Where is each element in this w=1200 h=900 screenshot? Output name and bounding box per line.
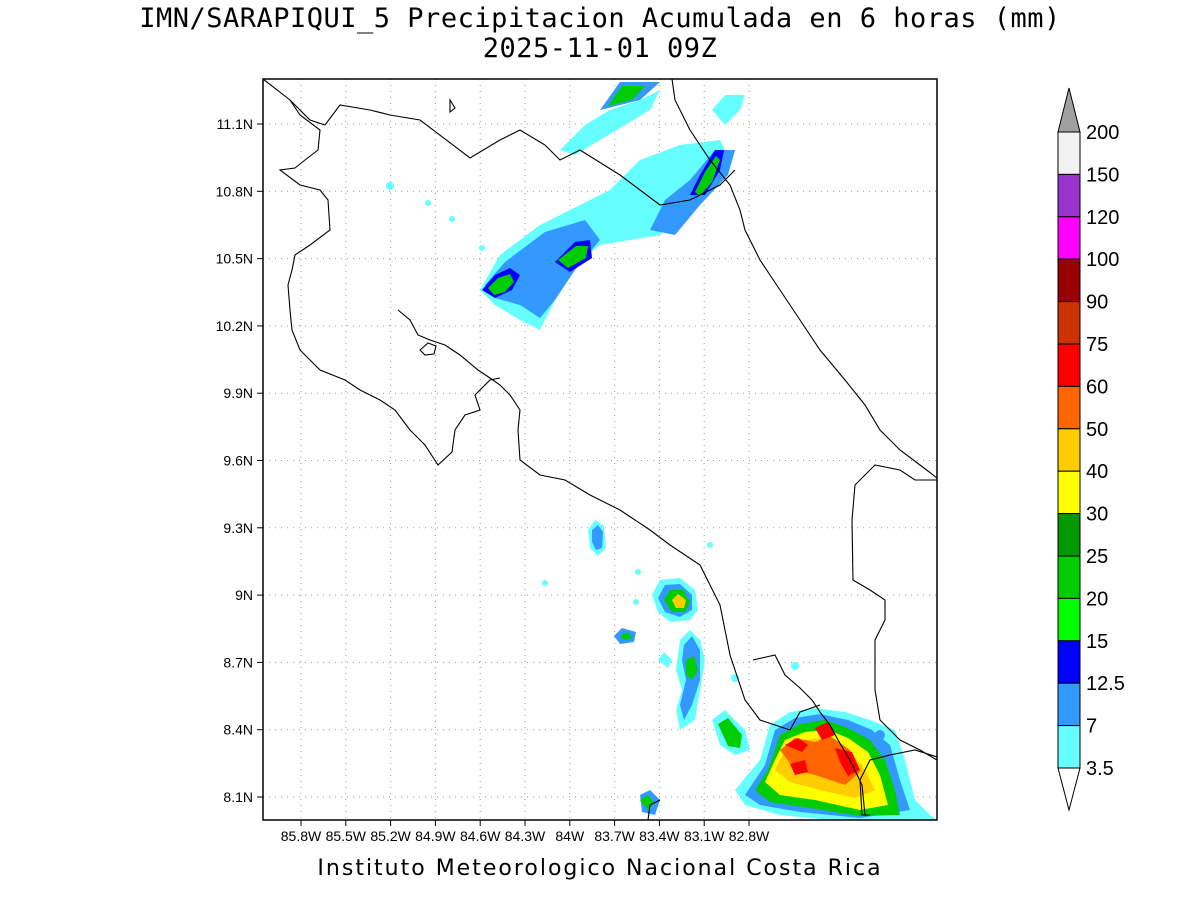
precip-cluster-south <box>542 520 937 820</box>
pacific-coast-north <box>278 99 501 466</box>
map-datetime: 2025-11-01 09Z <box>482 33 718 64</box>
colorbar-label: 50 <box>1086 419 1108 441</box>
nicaragua-border <box>263 79 736 206</box>
lon-tick-label: 83.1W <box>684 828 725 844</box>
lon-tick-label: 85.8W <box>281 828 322 844</box>
colorbar-swatch <box>1057 640 1081 684</box>
colorbar-label: 20 <box>1086 588 1108 610</box>
lat-tick-label: 9N <box>235 587 253 603</box>
colorbar-swatch <box>1057 682 1081 727</box>
lon-tick-label: 82.8W <box>729 828 770 844</box>
colorbar-swatch <box>1057 513 1081 557</box>
map-frame <box>262 78 938 821</box>
lon-tick-label: 84W <box>555 828 585 844</box>
colorbar-label: 60 <box>1086 376 1108 398</box>
lat-tick-label: 10.5N <box>216 251 253 267</box>
longitude-axis: 85.8W 85.5W 85.2W 84.9W 84.6W 84.3W 84W 83.7W 83… <box>281 820 770 844</box>
caribbean-panama <box>851 464 937 761</box>
colorbar-label: 200 <box>1086 122 1119 144</box>
lon-tick-label: 84.9W <box>415 828 456 844</box>
colorbar-swatch <box>1057 725 1081 769</box>
lat-tick-label: 10.2N <box>216 318 253 334</box>
coastlines-and-borders <box>263 79 937 820</box>
precip-cluster-north <box>386 82 745 330</box>
colorbar-label: 100 <box>1086 249 1119 271</box>
colorbar-label: 12.5 <box>1086 673 1125 695</box>
colorbar-swatch <box>1057 131 1081 175</box>
panama-border <box>752 654 866 816</box>
colorbar-swatch <box>1057 258 1081 303</box>
colorbar-over-triangle <box>1057 87 1081 133</box>
lon-tick-label: 83.4W <box>639 828 680 844</box>
lon-tick-label: 84.6W <box>460 828 501 844</box>
lat-tick-label: 8.1N <box>223 789 253 805</box>
map-title: IMN/SARAPIQUI_5 Precipitacion Acumulada … <box>139 3 1061 34</box>
gulf-island <box>419 342 437 356</box>
colorbar-label: 15 <box>1086 631 1108 653</box>
peninsula-outline <box>647 799 661 820</box>
nicoya-gulf <box>397 309 821 731</box>
colorbar-label: 25 <box>1086 546 1108 568</box>
lat-tick-label: 10.8N <box>216 183 253 199</box>
colorbar-swatch <box>1057 301 1081 345</box>
colorbar-label: 7 <box>1086 716 1097 738</box>
lat-tick-label: 9.6N <box>223 453 253 469</box>
colorbar-swatch <box>1057 597 1081 642</box>
colorbar-swatch <box>1057 555 1081 599</box>
colorbar-under-triangle <box>1057 767 1081 812</box>
lon-tick-label: 85.5W <box>326 828 367 844</box>
colorbar-swatch <box>1057 385 1081 430</box>
colorbar-label: 40 <box>1086 461 1108 483</box>
lon-tick-label: 83.7W <box>594 828 635 844</box>
latitude-axis: 11.1N 10.8N 10.5N 10.2N 9.9N 9.6N 9.3N 9N 8.7N 8.… <box>216 116 263 805</box>
lat-tick-label: 9.3N <box>223 520 253 536</box>
colorbar-label: 75 <box>1086 334 1108 356</box>
colorbar-swatch <box>1057 173 1081 218</box>
precipitation-field <box>386 82 937 820</box>
lat-tick-label: 9.9N <box>223 385 253 401</box>
colorbar-swatch <box>1057 216 1081 260</box>
bahia-island <box>449 98 456 114</box>
panama-coast <box>859 749 937 816</box>
colorbar-swatch <box>1057 343 1081 387</box>
lat-tick-label: 11.1N <box>217 116 253 132</box>
caribbean-coast <box>671 79 937 479</box>
lon-tick-label: 85.2W <box>370 828 411 844</box>
precip-colorbar: 200 150 120 100 90 75 60 50 40 30 25 20 15 12.5 7 3.5 <box>1057 87 1125 812</box>
map-gridlines <box>263 79 937 820</box>
lon-tick-label: 84.3W <box>505 828 546 844</box>
colorbar-label: 30 <box>1086 504 1108 526</box>
colorbar-swatch <box>1057 428 1081 472</box>
colorbar-swatch <box>1057 470 1081 515</box>
colorbar-label: 90 <box>1086 292 1108 314</box>
colorbar-label: 150 <box>1086 164 1119 186</box>
lat-tick-label: 8.7N <box>223 654 253 670</box>
colorbar-label: 3.5 <box>1086 758 1114 780</box>
footer-credit: Instituto Meteorologico Nacional Costa R… <box>317 856 883 881</box>
colorbar-label: 120 <box>1086 207 1119 229</box>
lat-tick-label: 8.4N <box>223 722 253 738</box>
